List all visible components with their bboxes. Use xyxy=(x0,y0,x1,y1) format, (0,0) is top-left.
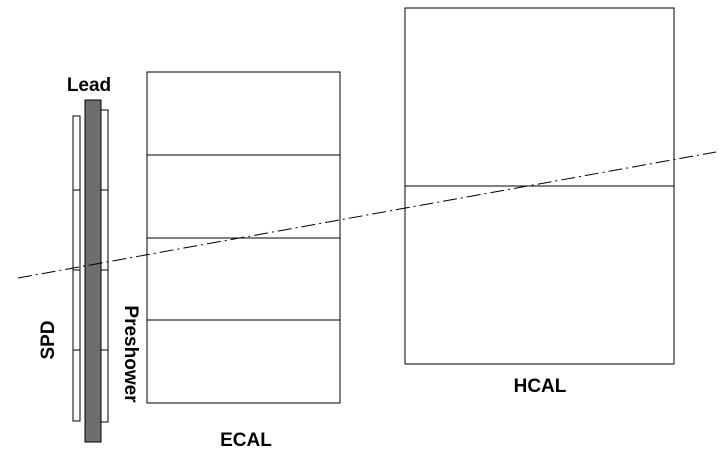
spd-plane xyxy=(72,115,81,422)
preshower-detector xyxy=(100,109,109,423)
hcal-label: HCAL xyxy=(514,376,567,397)
spd-detector xyxy=(72,115,81,422)
lead-converter xyxy=(84,99,102,443)
ecal-detector xyxy=(146,71,341,404)
preshower-plane xyxy=(100,109,109,423)
particle-track-line xyxy=(17,151,717,279)
hcal-detector xyxy=(404,7,675,365)
lead-label: Lead xyxy=(67,75,111,96)
preshower-label: Preshower xyxy=(120,305,141,403)
ecal-label: ECAL xyxy=(220,430,272,451)
spd-label: SPD xyxy=(38,320,59,359)
